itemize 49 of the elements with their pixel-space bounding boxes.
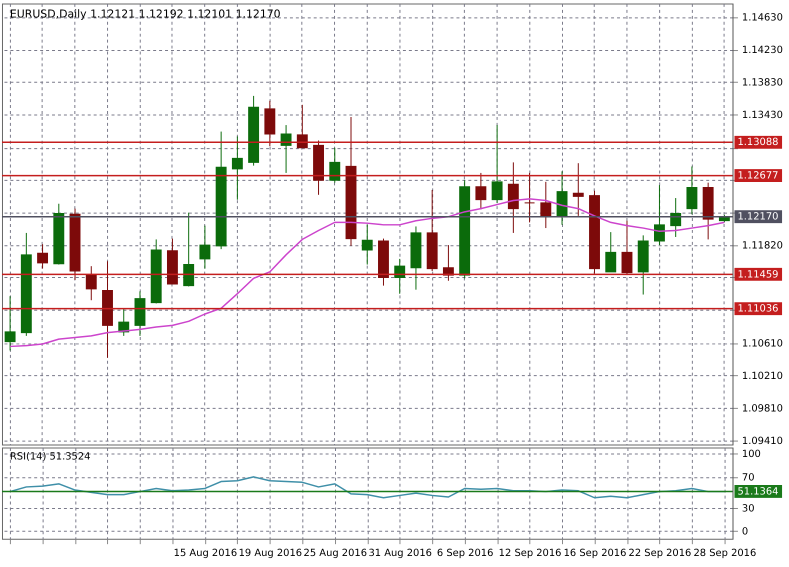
- candlestick: [540, 181, 552, 229]
- candlestick: [492, 124, 503, 204]
- x-tick-label: 15 Aug 2016: [174, 548, 238, 560]
- candlestick: [296, 104, 308, 148]
- candlestick: [605, 232, 616, 272]
- y-tick-label: 1.13830: [742, 78, 783, 89]
- y-tick-label: 1.10610: [742, 338, 783, 350]
- candlestick: [183, 212, 194, 287]
- x-tick-label: 19 Aug 2016: [238, 548, 302, 560]
- y-tick-label: 1.14630: [742, 12, 783, 24]
- y-tick-label: 70: [742, 472, 755, 484]
- candlestick: [86, 266, 97, 301]
- candlestick: [475, 172, 486, 210]
- candlestick: [199, 225, 210, 270]
- y-tick-label: 30: [742, 503, 755, 514]
- candlestick: [280, 124, 292, 174]
- candlestick: [622, 220, 632, 276]
- ref-line-label: 1.11036: [737, 304, 778, 315]
- candlestick: [362, 224, 373, 266]
- y-tick-label: 0: [742, 526, 748, 538]
- candlestick: [232, 136, 243, 200]
- y-tick-label: 1.09410: [742, 436, 783, 447]
- x-tick-label: 16 Sep 2016: [564, 548, 626, 560]
- chart-title: EURUSD,Daily 1.12121 1.12192 1.12101 1.12170: [10, 7, 281, 20]
- line-series: [9, 476, 726, 498]
- candlestick: [572, 162, 584, 216]
- x-tick-label: 6 Sep 2016: [436, 548, 494, 560]
- x-tick-label: 25 Aug 2016: [304, 548, 368, 560]
- candlestick: [37, 244, 48, 270]
- ref-line-label: 51.1364: [737, 486, 778, 498]
- candlestick: [4, 296, 16, 351]
- y-tick-label: 1.11820: [742, 240, 783, 252]
- y-tick-label: 1.14230: [742, 45, 783, 56]
- candlestick: [524, 172, 536, 223]
- ref-line-label: 1.12170: [737, 212, 778, 223]
- x-tick-label: 31 Aug 2016: [368, 548, 432, 560]
- x-tick-label: 22 Sep 2016: [628, 548, 692, 560]
- y-tick-label: 1.10210: [742, 371, 783, 382]
- x-tick-label: 28 Sep 2016: [693, 548, 756, 560]
- annotation: RSI(14) 51.3524: [10, 451, 90, 462]
- y-tick-label: 100: [742, 449, 761, 460]
- ref-line-label: 1.12677: [737, 170, 778, 182]
- x-tick-label: 12 Sep 2016: [498, 548, 562, 560]
- y-tick-label: 1.13430: [742, 110, 783, 122]
- y-tick-label: 1.09810: [742, 404, 783, 415]
- candlestick: [654, 184, 665, 246]
- ref-line-label: 1.13088: [737, 137, 778, 148]
- candlestick: [686, 166, 698, 215]
- ref-line-label: 1.11459: [737, 269, 778, 280]
